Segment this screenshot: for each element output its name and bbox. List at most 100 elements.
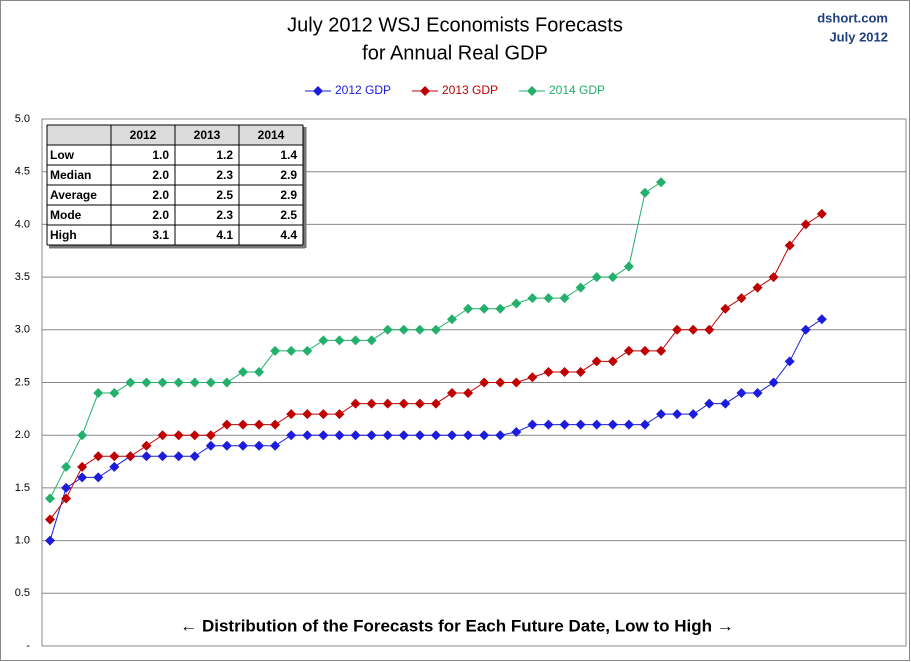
table-header: 2012 [130, 128, 157, 142]
data-point [221, 440, 232, 451]
y-tick-label: - [26, 640, 30, 652]
data-point [623, 261, 634, 272]
data-point [575, 366, 586, 377]
data-point [318, 335, 329, 346]
data-point [656, 177, 667, 188]
data-point [704, 324, 715, 335]
data-point [382, 430, 393, 441]
data-point [479, 303, 490, 314]
data-point [752, 282, 763, 293]
data-point [430, 430, 441, 441]
data-point [93, 472, 104, 483]
data-point [141, 377, 152, 388]
legend-marker [420, 86, 430, 96]
data-point [302, 430, 313, 441]
data-point [350, 398, 361, 409]
data-point [463, 430, 474, 441]
table-cell: 2.3 [216, 168, 233, 182]
legend-label: 2014 GDP [549, 83, 605, 97]
data-point [527, 372, 538, 383]
data-point [447, 388, 457, 399]
data-point [656, 345, 667, 356]
data-point [591, 356, 602, 367]
data-point [93, 388, 104, 399]
source: dshort.com [817, 10, 888, 25]
y-tick-label: 4.5 [15, 166, 30, 178]
data-point [77, 472, 88, 483]
data-point [334, 409, 345, 420]
data-point [800, 219, 811, 230]
data-point [495, 303, 506, 314]
table-header: 2014 [258, 128, 285, 142]
data-point [61, 461, 72, 472]
data-point [511, 377, 522, 388]
data-point [414, 324, 425, 335]
data-point [688, 324, 699, 335]
data-point [816, 314, 827, 325]
data-point [221, 377, 232, 388]
data-point [173, 377, 184, 388]
data-point [768, 272, 779, 283]
data-point [447, 314, 457, 325]
data-point [237, 440, 248, 451]
data-point [623, 345, 634, 356]
data-point [157, 451, 168, 462]
data-point [479, 430, 490, 441]
data-point [672, 324, 683, 335]
data-point [237, 366, 248, 377]
data-point [398, 430, 409, 441]
data-point [784, 356, 795, 367]
data-point [688, 409, 699, 420]
legend-label: 2013 GDP [442, 83, 498, 97]
data-point [254, 440, 265, 451]
data-point [61, 482, 72, 493]
data-point [639, 419, 650, 430]
data-point [447, 430, 457, 441]
table-row-label: Median [50, 168, 91, 182]
y-tick-label: 4.0 [15, 218, 30, 230]
data-point [77, 461, 88, 472]
data-point [77, 430, 88, 441]
table-row-label: Mode [50, 208, 82, 222]
data-point [45, 514, 55, 525]
data-point [736, 293, 747, 304]
data-point [623, 419, 634, 430]
table-row-label: Average [50, 188, 97, 202]
table-cell: 1.2 [216, 148, 233, 162]
data-point [527, 419, 538, 430]
data-point [109, 388, 120, 399]
data-point [430, 398, 441, 409]
data-point [286, 430, 297, 441]
y-tick-label: 2.0 [15, 429, 30, 441]
legend-label: 2012 GDP [335, 83, 391, 97]
y-tick-label: 2.5 [15, 376, 30, 388]
data-point [141, 440, 152, 451]
data-point [800, 324, 811, 335]
y-tick-label: 3.0 [15, 324, 30, 336]
table-cell: 2.0 [152, 168, 169, 182]
legend-marker [527, 86, 537, 96]
data-point [656, 409, 667, 420]
table-cell: 4.4 [280, 228, 297, 242]
data-point [752, 388, 763, 399]
data-point [205, 430, 216, 441]
data-point [559, 293, 570, 304]
data-point [398, 324, 409, 335]
data-point [607, 356, 618, 367]
data-point [189, 377, 200, 388]
data-point [334, 335, 345, 346]
data-point [270, 345, 281, 356]
table-cell: 2.0 [152, 188, 169, 202]
data-point [575, 282, 586, 293]
data-point [270, 440, 281, 451]
data-point [607, 272, 618, 283]
data-point [125, 377, 136, 388]
data-point [398, 398, 409, 409]
data-point [511, 298, 522, 309]
data-point [254, 419, 265, 430]
table-cell: 2.3 [216, 208, 233, 222]
y-tick-label: 3.5 [15, 271, 30, 283]
data-point [366, 430, 377, 441]
data-point [704, 398, 715, 409]
